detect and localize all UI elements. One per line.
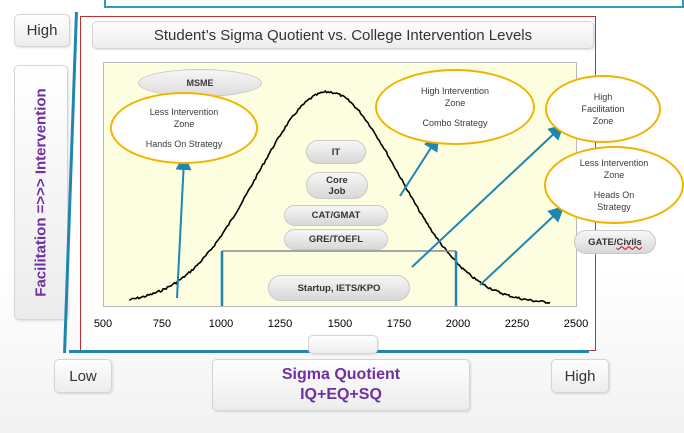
oval-text — [421, 109, 489, 117]
y-high-text: High — [26, 22, 58, 39]
oval-text: Zone — [173, 119, 195, 129]
oval-text — [580, 181, 649, 189]
x-tick: 1000 — [208, 318, 234, 330]
oval-text: Zone — [592, 116, 614, 126]
oval-text: High — [593, 92, 613, 102]
x-tick: 2000 — [445, 318, 471, 330]
high-facilitation-oval: High Facilitation Zone — [545, 75, 661, 143]
pill-text: Core — [326, 174, 348, 186]
x-low-text: Low — [69, 367, 97, 385]
x-high-label: High — [551, 359, 609, 393]
pill-text: Job — [328, 185, 346, 197]
arrow-high-facilitation — [411, 123, 565, 268]
pill-text: GATE/ — [588, 236, 617, 248]
x-tick: 500 — [93, 318, 113, 330]
gre-toefl-pill: GRE/TOEFL — [284, 229, 388, 250]
pill-text: Civils — [616, 236, 642, 248]
oval-text: Combo Strategy — [422, 118, 488, 128]
top-rule — [104, 0, 684, 8]
pill-text: GRE/TOEFL — [308, 234, 364, 245]
arrow-less-right — [479, 205, 565, 286]
bell-curve — [129, 90, 551, 305]
y-high-label: High — [14, 14, 70, 47]
pill-text: IT — [331, 146, 341, 158]
x-axis-title-panel: Sigma Quotient IQ+EQ+SQ — [212, 359, 470, 411]
x-axis-handle — [308, 335, 378, 354]
oval-text — [146, 130, 223, 138]
it-pill: IT — [306, 140, 366, 164]
oval-text: Zone — [444, 98, 466, 108]
background-band — [0, 0, 684, 20]
oval-text: Facilitation — [581, 104, 625, 114]
x-low-label: Low — [54, 359, 112, 393]
arrow-high-intervention — [399, 134, 440, 197]
pill-text: CAT/GMAT — [311, 210, 361, 221]
x-axis-title-line2: IQ+EQ+SQ — [300, 386, 382, 403]
core-job-pill: Core Job — [306, 172, 368, 199]
chart-title-bar: Student’s Sigma Quotient vs. College Int… — [92, 21, 594, 49]
oval-text: Less Intervention — [149, 107, 219, 117]
oval-text: Less Intervention — [579, 158, 649, 168]
x-tick: 2500 — [563, 318, 589, 330]
x-tick: 2250 — [504, 318, 530, 330]
oval-text: Heads On — [593, 190, 635, 200]
less-intervention-right-oval: Less Intervention Zone Heads On Strategy — [544, 146, 684, 224]
high-intervention-oval: High Intervention Zone Combo Strategy — [375, 69, 535, 145]
pill-text: Startup, IETS/KPO — [297, 282, 381, 294]
y-axis-title-panel: Facilitation =>>> Intervention — [14, 65, 68, 320]
x-axis-title-line1: Sigma Quotient — [281, 366, 401, 383]
msme-label: MSME — [186, 78, 214, 88]
chart-title: Student’s Sigma Quotient vs. College Int… — [153, 26, 533, 44]
x-tick: 750 — [152, 318, 172, 330]
oval-text: Zone — [603, 170, 625, 180]
x-high-text: High — [564, 367, 596, 385]
arrow-less-left — [175, 154, 192, 299]
x-tick: 1500 — [327, 318, 353, 330]
x-tick: 1250 — [267, 318, 293, 330]
less-intervention-left-oval: Less Intervention Zone Hands On Strategy — [110, 92, 258, 164]
oval-text: Strategy — [597, 202, 631, 212]
oval-text: High Intervention — [420, 86, 490, 96]
startup-pill: Startup, IETS/KPO — [268, 275, 410, 301]
cat-gmat-pill: CAT/GMAT — [284, 205, 388, 226]
gate-civils-pill: GATE/Civils — [574, 230, 656, 254]
oval-text: Hands On Strategy — [145, 139, 223, 149]
x-tick: 1750 — [386, 318, 412, 330]
